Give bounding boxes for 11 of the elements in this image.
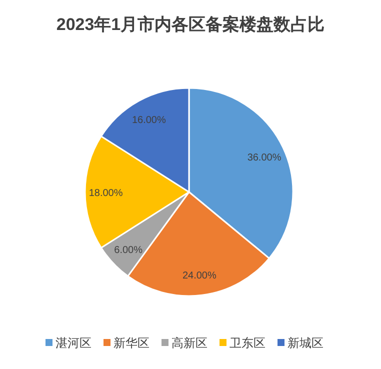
data-label: 16.00%: [132, 115, 166, 126]
data-label: 24.00%: [182, 270, 216, 282]
legend-label: 湛河区: [56, 336, 92, 350]
legend-label: 高新区: [172, 336, 208, 350]
legend-label: 新华区: [114, 336, 150, 350]
data-label: 6.00%: [114, 244, 143, 256]
legend-label: 卫东区: [230, 336, 266, 350]
chart-title: 2023年1月市内各区备案楼盘数占比: [56, 14, 325, 34]
data-label: 18.00%: [88, 188, 123, 199]
legend-label: 新城区: [288, 336, 324, 350]
data-label: 36.00%: [247, 152, 282, 164]
